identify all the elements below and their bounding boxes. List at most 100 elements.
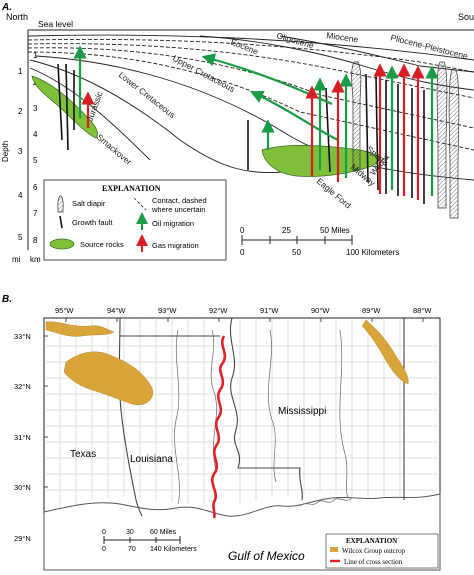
explanation-gas-migration: Gas migration [152, 241, 199, 250]
coastline-detail [299, 497, 353, 507]
salt-diapirs [351, 61, 460, 219]
oil-arrow [250, 90, 339, 141]
explanation-contact-2: where uncertain [151, 205, 205, 214]
salt-diapir [436, 61, 448, 209]
oil-migration-arrows [73, 45, 439, 196]
state-label-louisiana: Louisiana [130, 454, 173, 465]
scale-miles-25: 25 [282, 226, 291, 235]
mile-tick: 1 [18, 67, 23, 76]
units-km: km [30, 255, 41, 264]
explanation-source-rocks: Source rocks [80, 240, 124, 249]
horizon-line [35, 55, 474, 181]
mile-tick: 2 [18, 107, 23, 116]
state-label-texas: Texas [70, 449, 96, 460]
km-tick: 8 [33, 236, 38, 245]
outcrop-swatch [330, 547, 338, 552]
growth-fault [365, 73, 369, 183]
panel-a: A. North Sou Sea level Depth 1 2 3 4 5 1… [1, 2, 474, 264]
km-tick: 1 [33, 51, 38, 60]
explanation-section: Line of cross section [344, 558, 403, 566]
salt-diapir [448, 69, 460, 219]
county-boundaries [44, 318, 440, 510]
horizon-line [279, 35, 474, 73]
north-label: North [6, 12, 28, 22]
growth-fault [65, 63, 69, 151]
latitude-labels: 33°N 32°N 31°N 30°N 29°N [14, 332, 31, 543]
explanation-b: EXPLANATION Wilcox Group outcrop Line of… [325, 533, 439, 569]
scale-km-0: 0 [240, 248, 245, 257]
depth-title: Depth [1, 141, 10, 162]
sea-level-label: Sea level [38, 19, 73, 29]
km-tick: 4 [33, 130, 38, 139]
longitude-labels: 95°W 94°W 93°W 92°W 91°W 90°W 89°W 88°W [55, 306, 432, 315]
cross-section-line [211, 335, 227, 519]
latitude-label: 30°N [14, 483, 31, 492]
mile-tick: 5 [18, 233, 23, 242]
growth-fault [375, 75, 379, 191]
strata-label-pliocene-pleistocene: Pliocene-Pleistocene [390, 32, 470, 61]
outcrop-arkansas-strip [45, 321, 115, 337]
scale-km-50: 50 [292, 248, 301, 257]
rivers [174, 329, 349, 505]
gulf-label: Gulf of Mexico [228, 549, 305, 563]
longitude-label: 92°W [209, 306, 228, 315]
outcrop-mississippi-belt [361, 319, 409, 385]
longitude-label: 95°W [55, 306, 74, 315]
source-rock-smackover [31, 75, 98, 139]
latitude-label: 29°N [14, 534, 31, 543]
gas-migration-arrows [81, 63, 425, 200]
panel-b: B. 95°W 94°W 93°W 92°W 91°W 90°W 89°W 88… [2, 294, 441, 571]
scale-b-miles-60: 60 Miles [150, 529, 177, 536]
km-tick: 3 [33, 104, 38, 113]
longitude-label: 90°W [311, 306, 330, 315]
state-label-mississippi: Mississippi [278, 406, 326, 417]
scale-b-km-70: 70 [128, 546, 136, 553]
latitude-label: 33°N [14, 332, 31, 341]
growth-faults [57, 63, 425, 204]
explanation-a-title: EXPLANATION [102, 184, 161, 193]
explanation-b-title: EXPLANATION [346, 537, 397, 545]
strata-label-smackover: Smackover [95, 132, 134, 167]
state-labels: Texas Louisiana Mississippi [70, 406, 326, 465]
horizon-line [27, 38, 474, 73]
horizon-line [27, 34, 474, 61]
km-tick: 7 [33, 209, 38, 218]
scale-b-miles-0: 0 [102, 529, 106, 536]
explanation-a-box [43, 179, 227, 261]
latitude-label: 32°N [14, 382, 31, 391]
explanation-a: EXPLANATION Salt diapir Growth fault Sou… [43, 179, 227, 261]
explanation-outcrop: Wilcox Group outcrop [342, 547, 406, 555]
longitude-label: 88°W [413, 306, 432, 315]
scale-bar-b: 0 30 60 Miles 0 70 140 Kilometers [102, 529, 197, 553]
longitude-label: 93°W [158, 306, 177, 315]
scale-b-km-0: 0 [102, 546, 106, 553]
explanation-salt-diapir: Salt diapir [72, 199, 106, 208]
longitude-label: 94°W [107, 306, 126, 315]
strata-label-upper-cretaceous: Upper Cretaceous [171, 53, 237, 94]
explanation-b-box [325, 533, 439, 569]
outcrop-east-texas-belt [63, 351, 154, 406]
contact-symbol [133, 197, 147, 211]
scale-bar-a: 0 25 50 Miles 0 50 100 Kilometers [240, 226, 399, 257]
latitude-label: 31°N [14, 433, 31, 442]
mississippi-river-border [229, 317, 303, 501]
scale-b-km-140: 140 Kilometers [150, 546, 197, 553]
salt-diapir-symbol [57, 195, 64, 213]
mile-tick: 3 [18, 147, 23, 156]
explanation-oil-migration: Oil migration [152, 219, 194, 228]
strata-label-eagle-ford: Eagle Ford [315, 176, 353, 211]
horizon-line [27, 51, 474, 151]
strata-label-miocene: Miocene [326, 30, 359, 44]
km-tick: 5 [33, 156, 38, 165]
longitude-label: 91°W [260, 306, 279, 315]
scale-miles-0: 0 [240, 226, 245, 235]
mile-ticks: 1 2 3 4 5 [18, 67, 23, 242]
source-rock-symbol [49, 238, 75, 250]
panel-b-label: B. [2, 294, 12, 305]
horizon-line [27, 47, 474, 129]
wilcox-outcrop [45, 319, 409, 406]
south-label: Sou [458, 12, 474, 22]
horizon-line [29, 59, 301, 174]
horizon-line [29, 67, 151, 161]
